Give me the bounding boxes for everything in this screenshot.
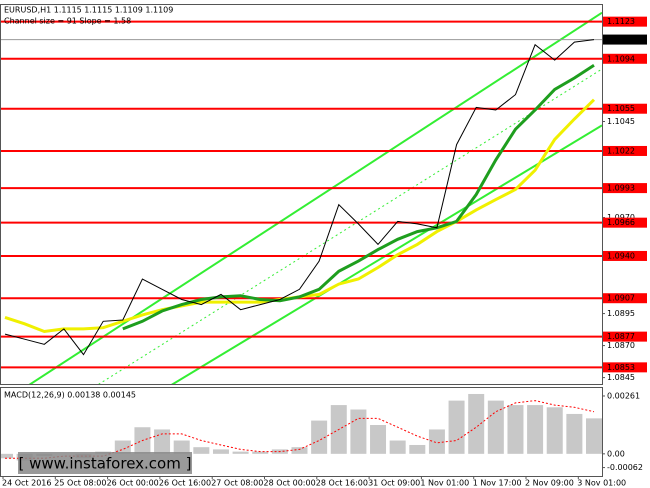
- overlay: 1.1045 1.0970 1.0895 1.0870 1.0845 24 Oct 201…: [2, 16, 647, 488]
- level-box: [603, 217, 647, 228]
- macd-tick-label: -0.00062: [607, 463, 643, 472]
- watermark: [ www.instaforex.com ]: [19, 455, 192, 473]
- level-label: 1.1094: [607, 54, 635, 63]
- macd-bar: [311, 420, 328, 454]
- series-line: [122, 63, 595, 331]
- macd-plot: [1, 393, 602, 461]
- macd-bar: [252, 451, 269, 454]
- macd-bar: [487, 400, 504, 454]
- level-box: [603, 331, 647, 342]
- macd-bar: [546, 407, 563, 454]
- watermark-box: [18, 452, 192, 474]
- x-tick-label: 26 Oct 00:00: [107, 479, 159, 488]
- x-tick-label: 25 Oct 08:00: [54, 479, 106, 488]
- channel-mid: [98, 68, 602, 384]
- level-label: 1.0993: [607, 184, 635, 193]
- macd-bar: [448, 400, 465, 454]
- macd-bar: [409, 444, 426, 454]
- level-box: [603, 103, 647, 114]
- macd-bar: [370, 425, 387, 454]
- level-label: 1.1055: [607, 104, 635, 113]
- macd-bar: [389, 440, 406, 454]
- macd-bar: [566, 413, 583, 454]
- current-price-label: 1.1109: [607, 35, 635, 44]
- macd-bar: [527, 405, 544, 454]
- channel-line: [28, 11, 602, 384]
- macd-bar: [232, 451, 249, 454]
- x-tick-label: 24 Oct 2016: [2, 479, 51, 488]
- level-label: 1.0966: [607, 218, 635, 227]
- level-box: [603, 362, 647, 373]
- current-price-box: [603, 34, 647, 45]
- macd-signal: [5, 400, 595, 459]
- main-plot: [1, 11, 602, 384]
- macd-bar: [291, 447, 308, 454]
- y-tick-label: 1.0895: [607, 309, 635, 318]
- main-panel: [0, 4, 603, 385]
- macd-bar: [468, 393, 485, 454]
- level-box: [603, 53, 647, 64]
- macd-bar: [586, 418, 602, 454]
- x-tick-label: 3 Nov 01:00: [577, 479, 626, 488]
- level-box: [603, 16, 647, 27]
- y-tick-label: 1.0970: [607, 213, 635, 222]
- level-box: [603, 145, 647, 156]
- level-label: 1.0853: [607, 363, 635, 372]
- y-tick-label: 1.0845: [607, 373, 635, 382]
- x-tick-label: 1 Nov 17:00: [473, 479, 522, 488]
- x-tick-label: 27 Oct 08:00: [211, 479, 263, 488]
- x-tick-label: 28 Oct 00:00: [264, 479, 316, 488]
- macd-title: MACD(12,26,9) 0.00138 0.00145: [4, 391, 136, 400]
- level-label: 1.0877: [607, 332, 635, 341]
- macd-bar: [428, 429, 445, 454]
- level-box: [603, 183, 647, 194]
- macd-bar: [350, 409, 367, 454]
- x-tick-label: 2 Nov 09:00: [525, 479, 574, 488]
- macd-bar: [154, 429, 171, 454]
- level-label: 1.0907: [607, 294, 635, 303]
- y-tick-label: 1.1045: [607, 117, 635, 126]
- level-label: 1.0940: [607, 251, 635, 260]
- macd-tick-label: 0.00: [607, 449, 625, 458]
- x-tick-label: 26 Oct 16:00: [159, 479, 211, 488]
- x-tick-label: 1 Nov 01:00: [420, 479, 469, 488]
- series-line: [4, 39, 595, 356]
- x-tick-label: 28 Oct 16:00: [316, 479, 368, 488]
- macd-bar: [1, 453, 13, 459]
- y-tick-label: 1.0870: [607, 341, 635, 350]
- x-tick-label: 31 Oct 09:00: [368, 479, 420, 488]
- macd-bar: [507, 405, 524, 454]
- level-label: 1.1123: [607, 17, 635, 26]
- macd-bar: [193, 447, 210, 454]
- macd-bar: [212, 449, 229, 454]
- chart-subtitle: Channel size = 91 Slope = 1.58: [4, 17, 131, 26]
- macd-tick-label: 0.00261: [607, 391, 640, 400]
- macd-bar: [114, 440, 131, 454]
- chart-title: EURUSD,H1 1.1115 1.1115 1.1109 1.1109: [4, 6, 173, 15]
- level-box: [603, 293, 647, 304]
- level-box: [603, 250, 647, 261]
- level-label: 1.1022: [607, 146, 635, 155]
- macd-bar: [173, 440, 190, 454]
- channel-line: [171, 124, 602, 384]
